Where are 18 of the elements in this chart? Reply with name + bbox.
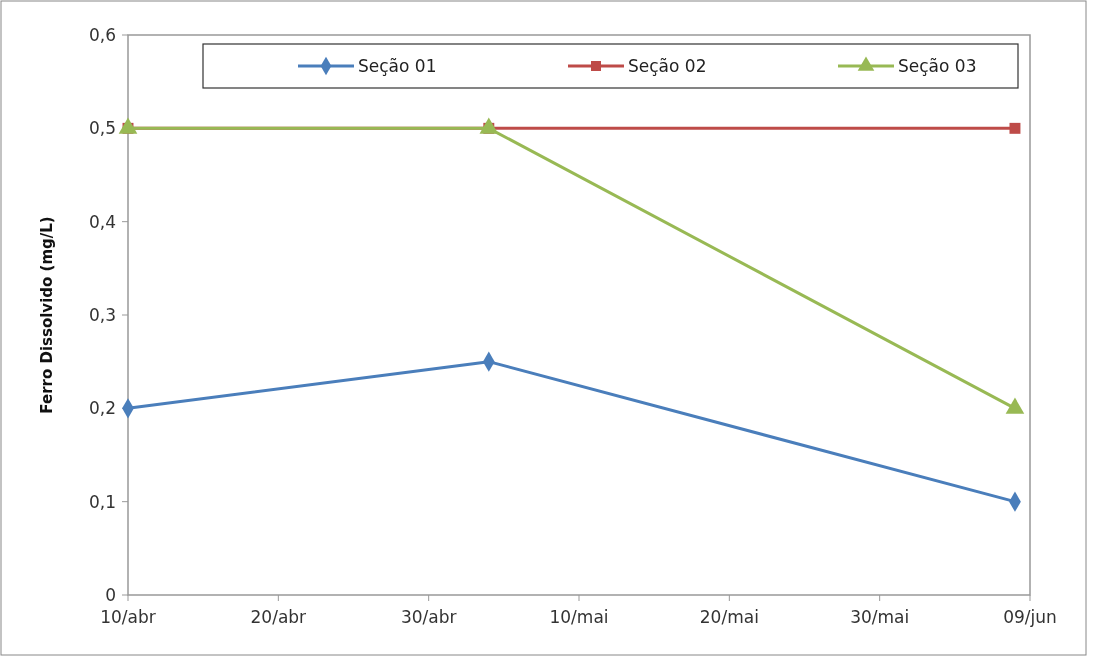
y-axis-title: Ferro Dissolvido (mg/L) (38, 216, 56, 414)
x-tick-label: 10/abr (100, 607, 156, 627)
y-tick-label: 0,1 (88, 491, 116, 512)
x-tick-label: 20/mai (699, 607, 759, 627)
y-tick-label: 0,5 (88, 118, 116, 139)
legend-label: Seção 03 (898, 55, 977, 76)
y-tick-label: 0,3 (88, 304, 116, 325)
y-tick-label: 0,2 (88, 398, 116, 419)
y-tick-label: 0,6 (88, 24, 116, 45)
x-tick-label: 30/abr (400, 607, 457, 627)
y-tick-label: 0,4 (88, 211, 116, 232)
y-tick-label: 0 (105, 584, 116, 605)
x-tick-label: 20/abr (250, 607, 307, 627)
x-tick-label: 10/mai (549, 607, 609, 627)
legend-label: Seção 02 (628, 55, 707, 76)
x-tick-label: 09/jun (1003, 607, 1057, 627)
x-tick-label: 30/mai (850, 607, 910, 627)
legend-label: Seção 01 (358, 55, 437, 76)
